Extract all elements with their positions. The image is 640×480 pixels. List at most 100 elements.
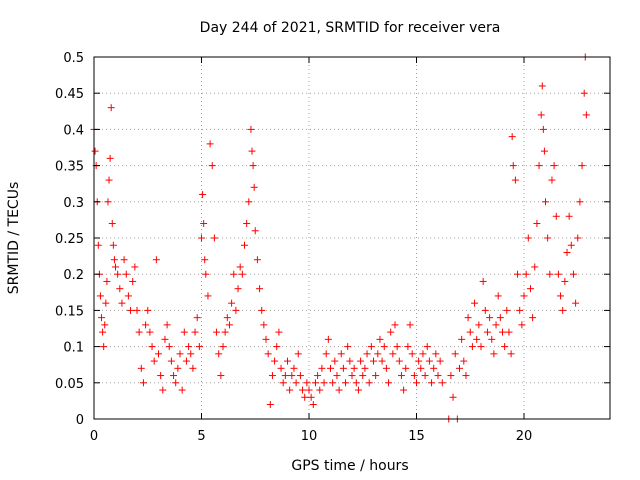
data-point [309,401,317,409]
x-tick-label: 0 [90,429,98,444]
data-point [342,379,350,387]
data-point [350,364,358,372]
data-point [385,379,393,387]
data-point [529,314,537,322]
data-point [236,263,244,271]
data-point [567,241,575,249]
data-point [148,343,156,351]
data-point [511,176,519,184]
data-point [408,350,416,358]
data-point [109,241,117,249]
y-tick-label: 0.25 [55,232,84,247]
data-point [215,350,223,358]
data-point [221,328,229,336]
data-point [107,104,115,112]
data-point [129,277,137,285]
data-point [219,343,227,351]
data-point [157,372,165,380]
data-point [370,357,377,365]
data-point [449,393,457,401]
data-point [475,321,483,329]
data-point [382,364,390,372]
data-point [522,270,530,278]
data-point [447,372,455,380]
data-point [479,277,487,285]
data-point [100,343,108,351]
data-point [299,386,307,394]
data-point [346,357,354,365]
data-point [170,372,178,380]
data-point [133,306,141,314]
data-point [400,386,408,394]
data-point [378,357,386,365]
data-point [159,386,167,394]
data-point [582,111,590,119]
data-point [264,350,272,358]
data-point [430,364,438,372]
data-point [316,386,324,394]
data-point [314,372,322,380]
data-point [178,386,186,394]
tick-labels: 0 0.05 0.1 0.15 0.2 0.25 0.3 0.35 0.4 0.45 0.5 0 5 10… [55,51,532,444]
data-point [230,270,238,278]
data-point [494,292,502,300]
data-point [172,379,180,387]
data-point [256,285,264,293]
data-point [152,256,160,264]
data-point [508,133,516,141]
data-point [335,386,343,394]
data-point [535,162,543,170]
data-point [198,234,205,242]
x-tick-label: 10 [301,429,318,444]
x-tick-label: 20 [516,429,533,444]
data-point [559,306,567,314]
data-point [167,357,175,365]
data-point [155,350,162,358]
data-point [91,147,99,155]
data-point [451,350,459,358]
data-point [471,299,479,307]
data-point [217,372,225,380]
data-point [127,306,135,314]
data-point [393,343,401,351]
data-point [251,227,259,235]
data-point [546,270,554,278]
data-point [290,364,298,372]
data-point [520,292,528,300]
data-point [268,372,276,380]
data-point [548,176,556,184]
y-tick-label: 0.35 [55,160,84,175]
data-point [460,357,468,365]
data-point [98,314,106,322]
data-point [569,270,577,278]
data-point [204,292,212,300]
data-point [505,328,513,336]
data-point [232,306,240,314]
data-point [397,372,405,380]
data-point [531,263,539,271]
data-point [102,299,110,307]
data-point [518,321,526,329]
data-point [537,111,545,119]
data-point [150,357,158,365]
y-tick-label: 0.05 [55,377,84,392]
data-point [361,364,369,372]
data-point [275,328,283,336]
x-tick-label: 15 [408,429,425,444]
data-point [367,343,375,351]
data-point [488,335,496,343]
data-point [402,364,410,372]
y-tick-label: 0 [76,413,84,428]
data-point [120,256,128,264]
data-point [539,125,547,133]
data-point [344,343,352,351]
data-point [279,379,287,387]
data-point [96,292,104,300]
data-point [135,328,143,336]
data-point [421,372,429,380]
data-point [142,321,150,329]
data-point [574,234,582,242]
chart-title: Day 244 of 2021, SRMTID for receiver ver… [200,20,501,36]
data-point [202,270,210,278]
y-tick-label: 0.45 [55,87,84,102]
